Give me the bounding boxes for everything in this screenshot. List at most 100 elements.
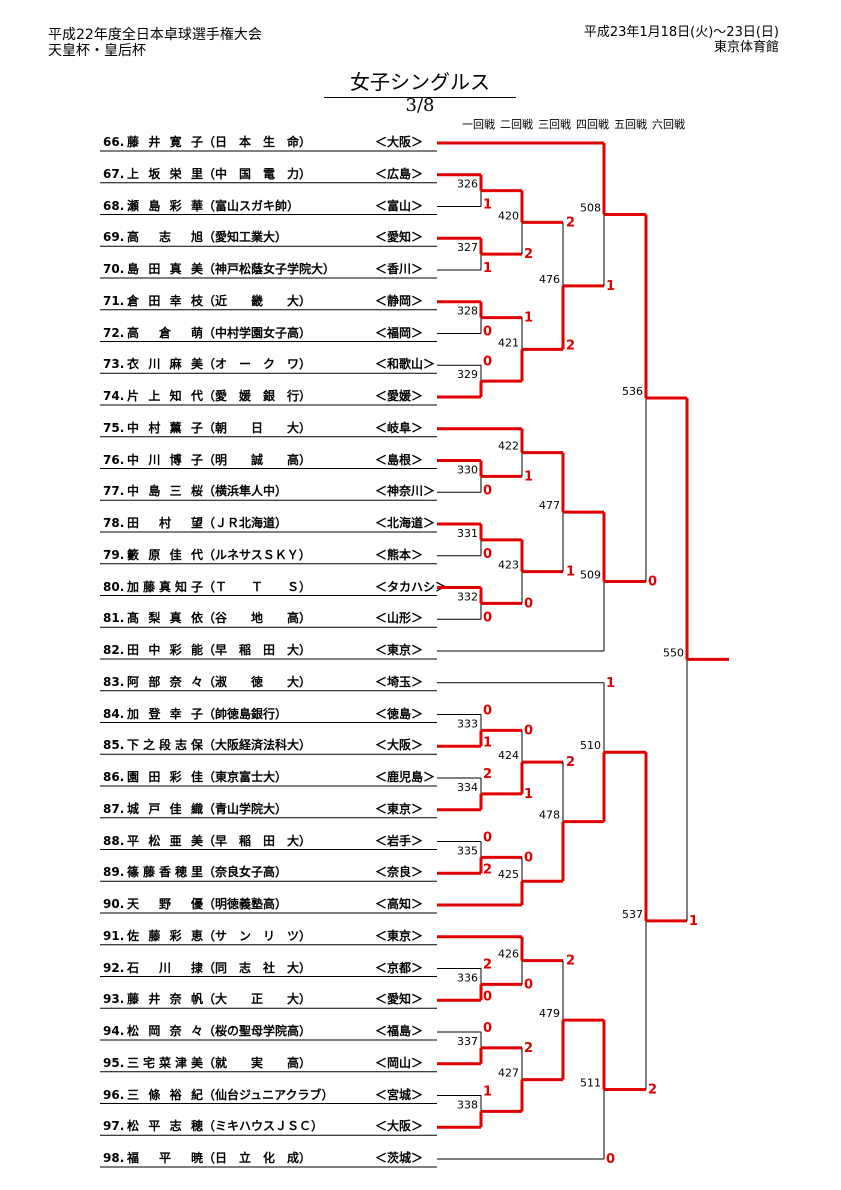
round-headers: 一回戦 二回戦 三回戦 四回戦 五回戦 六回戦	[462, 116, 685, 132]
match-score: 0	[524, 596, 533, 611]
match-score: 1	[606, 279, 615, 294]
player-number: 90.	[103, 897, 125, 911]
player-club: （愛 媛 銀 行）	[203, 389, 312, 403]
player-club: （神戸松蔭女子学院大）	[203, 262, 336, 276]
match-number: 511	[580, 1077, 601, 1090]
match-score: 2	[566, 755, 575, 770]
player-row: 66. 藤井寛子（日 本 生 命） ＜大阪＞	[103, 134, 439, 150]
player-number: 79.	[103, 547, 125, 562]
player-prefecture: ＜東京＞	[375, 643, 424, 657]
player-club: （早 稲 田 大）	[203, 833, 312, 848]
player-name: 阿部奈々	[127, 674, 203, 689]
match-number: 550	[663, 646, 684, 659]
player-club: （帥徳島銀行）	[203, 706, 288, 721]
round-header-3: 三回戦	[538, 118, 571, 131]
round-header-2: 二回戦	[500, 118, 533, 131]
match-score: 1	[606, 676, 615, 691]
match-number: 330	[457, 463, 478, 476]
match-number: 335	[457, 844, 478, 857]
player-number: 77.	[103, 484, 125, 499]
player-prefecture: ＜福岡＞	[375, 325, 424, 340]
player-prefecture: ＜京都＞	[375, 960, 424, 975]
match-score: 2	[483, 767, 492, 782]
player-number: 88.	[103, 833, 125, 848]
player-row: 71. 倉田幸枝（近 畿 大） ＜静岡＞	[103, 293, 439, 309]
player-row: 96. 三條裕紀（仙台ジュニアクラブ） ＜宮城＞	[103, 1087, 439, 1103]
player-name: 三條裕紀	[127, 1087, 203, 1102]
player-prefecture: ＜奈良＞	[375, 865, 424, 880]
match-number: 508	[580, 201, 601, 214]
player-row: 98. 福平暁（日 立 化 成） ＜茨城＞	[103, 1150, 439, 1166]
player-club: （日 立 化 成）	[203, 1151, 312, 1165]
player-club: （中 国 電 力）	[203, 166, 312, 181]
player-row: 83. 阿部奈々（淑 徳 大） ＜埼玉＞	[103, 674, 439, 690]
player-number: 75.	[103, 420, 125, 435]
match-number: 478	[539, 809, 560, 822]
player-club: （青山学院大）	[203, 801, 288, 816]
match-score: 2	[524, 1041, 533, 1056]
player-row: 72. 高倉萌（中村学園女子高） ＜福岡＞	[103, 325, 439, 341]
player-club: （同 志 社 大）	[203, 960, 312, 975]
round-header-6: 六回戦	[652, 118, 685, 131]
player-name: 三宅菜津美	[127, 1055, 203, 1070]
player-name: 城戸佳織	[127, 801, 203, 816]
match-score: 1	[483, 1085, 492, 1100]
player-row: 85. 下之段志保（大阪経済法科大） ＜大阪＞	[103, 737, 439, 753]
match-score: 1	[483, 198, 492, 213]
player-number: 84.	[103, 706, 125, 721]
player-prefecture: ＜北海道＞	[375, 516, 436, 530]
player-prefecture: ＜岩手＞	[375, 833, 424, 848]
player-number: 70.	[103, 262, 125, 276]
player-name: 藤井寛子	[127, 135, 203, 149]
player-prefecture: ＜山形＞	[375, 611, 424, 626]
match-score: 0	[483, 1021, 492, 1036]
player-club: （ルネサスＳＫＹ）	[203, 547, 311, 562]
match-score: 0	[648, 575, 657, 590]
match-score: 2	[566, 215, 575, 230]
player-prefecture: ＜岡山＞	[375, 1055, 424, 1070]
match-score: 2	[566, 338, 575, 353]
player-number: 93.	[103, 992, 125, 1007]
match-number: 425	[498, 868, 519, 881]
player-number: 78.	[103, 516, 125, 530]
player-club: （横浜隼人中）	[203, 484, 288, 499]
player-row: 77. 中島三桜（横浜隼人中） ＜神奈川＞	[103, 483, 439, 499]
player-name: 片上知代	[127, 389, 203, 403]
player-club: （大 正 大）	[203, 992, 312, 1007]
player-number: 72.	[103, 325, 125, 340]
player-name: 佐藤彩恵	[127, 928, 203, 943]
player-club: （富山スガキ帥）	[203, 198, 300, 213]
player-club: （オ ー ク ワ）	[203, 357, 312, 372]
player-number: 96.	[103, 1087, 125, 1102]
match-number: 537	[622, 908, 643, 921]
player-club: （東京富士大）	[203, 770, 288, 784]
player-prefecture: ＜大阪＞	[375, 738, 424, 753]
match-number: 420	[498, 209, 519, 222]
player-name: 園田彩佳	[127, 770, 203, 784]
player-name: 倉田幸枝	[127, 293, 203, 308]
round-header-4: 四回戦	[576, 118, 609, 131]
player-number: 94.	[103, 1024, 125, 1038]
player-club: （中村学園女子高）	[203, 325, 312, 340]
match-score: 2	[566, 954, 575, 969]
match-score: 1	[566, 565, 575, 580]
match-score: 2	[483, 958, 492, 973]
match-number: 536	[622, 385, 643, 398]
player-number: 97.	[103, 1119, 125, 1134]
match-score: 0	[483, 325, 492, 340]
player-name: 田中彩能	[127, 643, 203, 657]
player-row: 81. 髙梨真依（谷 地 高） ＜山形＞	[103, 610, 439, 626]
player-prefecture: ＜神奈川＞	[375, 484, 436, 499]
player-number: 82.	[103, 643, 125, 657]
player-name: 中村薫子	[127, 420, 203, 435]
match-score: 0	[606, 1152, 615, 1167]
player-prefecture: ＜高知＞	[375, 897, 424, 911]
player-prefecture: ＜東京＞	[375, 801, 424, 816]
player-row: 74. 片上知代（愛 媛 銀 行） ＜愛媛＞	[103, 388, 439, 404]
player-prefecture: ＜徳島＞	[375, 706, 424, 721]
player-prefecture: ＜大阪＞	[375, 1119, 424, 1134]
player-name: 福平暁	[127, 1151, 203, 1165]
match-number: 331	[457, 527, 478, 540]
player-row: 92. 石川捸（同 志 社 大） ＜京都＞	[103, 960, 439, 976]
